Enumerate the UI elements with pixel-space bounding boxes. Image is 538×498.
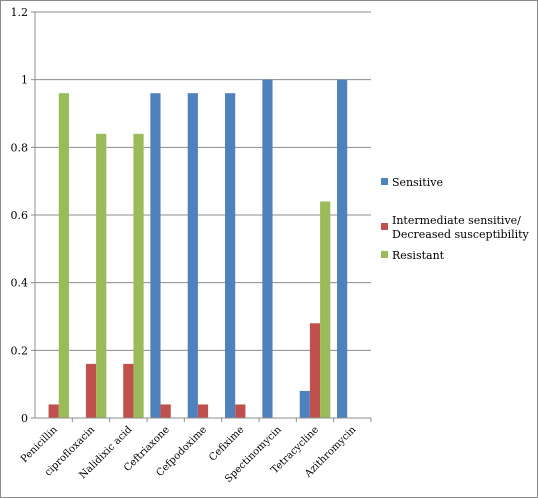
legend-label: Sensitive	[392, 176, 443, 189]
bar-resistant-penicillin	[58, 93, 69, 418]
bar-intermediate-ceftriaxone	[160, 404, 171, 418]
bar-resistant-tetracycline	[320, 201, 331, 418]
legend-label: Intermediate sensitive/	[392, 214, 521, 227]
y-tick-label: 0.6	[11, 209, 29, 222]
bar-resistant-nalidixic-acid	[133, 133, 144, 419]
x-tick-label: Cefixime	[207, 424, 246, 463]
legend-swatch	[381, 251, 388, 258]
legend-swatch	[381, 223, 388, 230]
legend-label: Resistant	[392, 249, 445, 262]
legend-swatch	[381, 178, 388, 185]
y-tick-labels: 0 0.2 0.4 0.6 0.8 1 1.2	[11, 6, 29, 425]
bar-sensitive-tetracycline	[299, 390, 310, 418]
bar-intermediate-cefixime	[235, 404, 246, 418]
y-tick-label: 0.8	[11, 141, 29, 154]
bar-resistant-ciprofloxacin	[96, 133, 107, 419]
y-tick-label: 1.2	[11, 6, 29, 19]
bars	[48, 79, 348, 419]
bar-sensitive-ceftriaxone	[150, 93, 161, 418]
y-tick-label: 0.2	[11, 344, 29, 357]
bar-intermediate-nalidixic-acid	[123, 363, 134, 418]
y-tick-label: 1	[21, 74, 28, 87]
bar-intermediate-cefpodoxime	[197, 404, 209, 418]
legend-label: Decreased susceptibility	[392, 228, 530, 241]
bar-intermediate-tetracycline	[309, 323, 321, 418]
y-tick-label: 0	[21, 412, 28, 425]
y-tick-label: 0.4	[11, 277, 29, 290]
bar-sensitive-spectinomycin	[262, 79, 273, 419]
bar-intermediate-penicillin	[48, 404, 59, 418]
bar-sensitive-cefixime	[225, 93, 236, 418]
bar-intermediate-ciprofloxacin	[85, 363, 97, 418]
legend: Sensitive Intermediate sensitive/Decrease…	[381, 176, 530, 262]
bar-sensitive-cefpodoxime	[187, 93, 198, 418]
bar-sensitive-azithromycin	[337, 79, 348, 419]
axes	[31, 11, 372, 422]
